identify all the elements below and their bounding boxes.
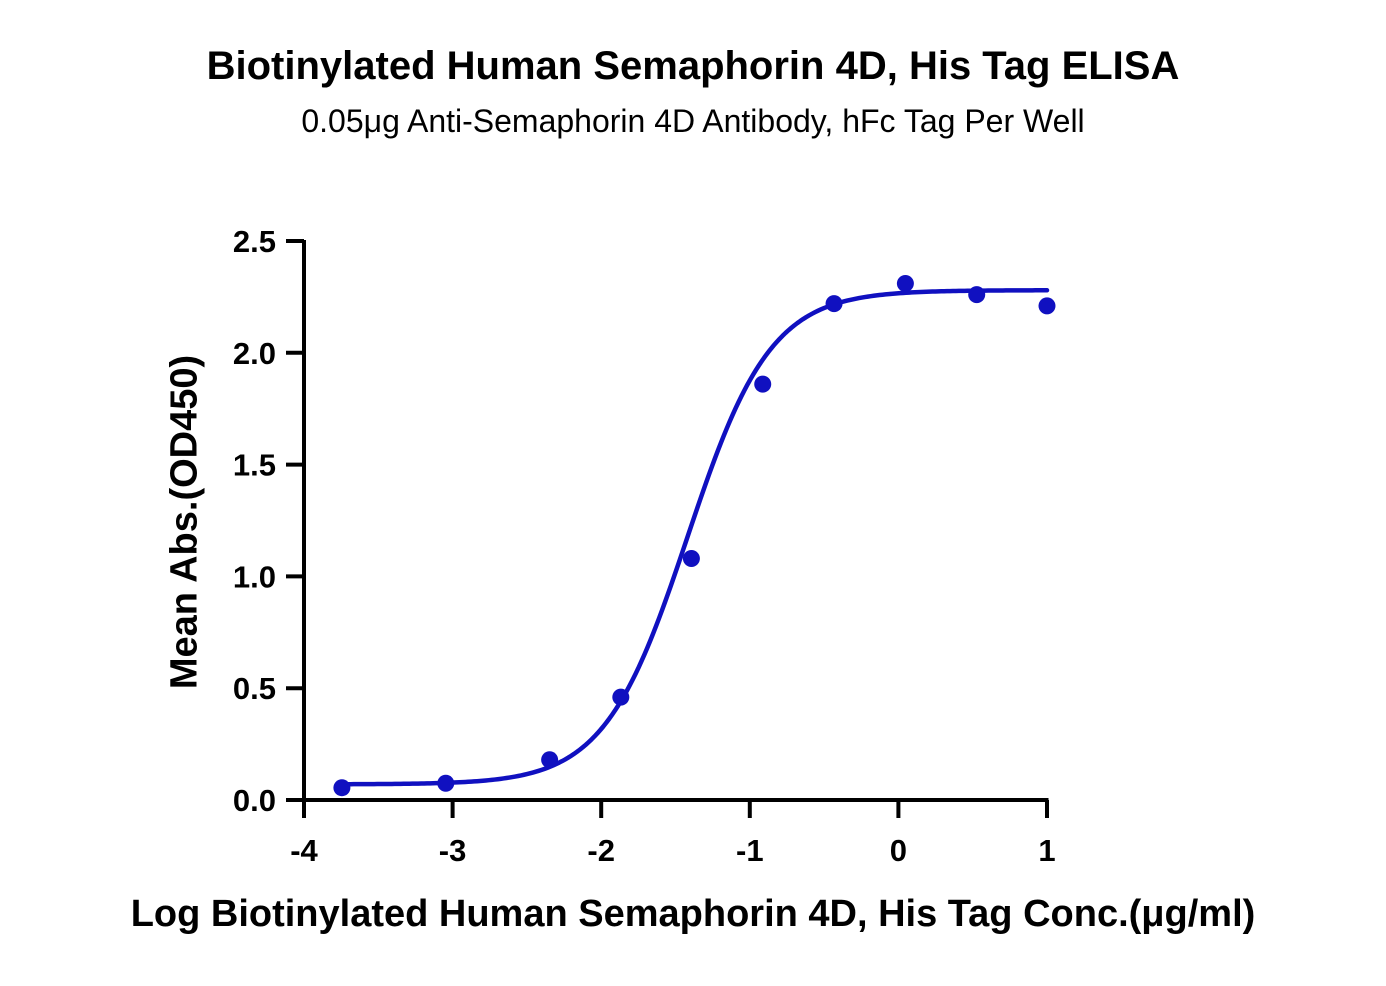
data-point (754, 375, 772, 393)
chart-subtitle: 0.05μg Anti-Semaphorin 4D Antibody, hFc … (301, 103, 1085, 139)
x-axis-label: Log Biotinylated Human Semaphorin 4D, Hi… (130, 893, 1256, 935)
x-tick-label: -3 (439, 833, 467, 868)
data-point (968, 286, 986, 304)
x-tick-label: -1 (736, 833, 764, 868)
axes (302, 240, 1049, 802)
data-point (682, 550, 700, 568)
chart-title: Biotinylated Human Semaphorin 4D, His Ta… (206, 44, 1180, 88)
data-point (1038, 297, 1056, 315)
y-tick-label: 2.0 (233, 336, 276, 371)
data-point (825, 295, 843, 313)
y-tick-label: 0.0 (233, 783, 276, 818)
data-point (437, 774, 455, 792)
y-tick-label: 1.5 (233, 448, 276, 483)
fit-curve-group (339, 288, 1050, 787)
ticks: 0.0 0.5 1.0 1.5 2.0 2.5 -4 -3 -2 -1 0 1 (233, 224, 1056, 868)
data-point (333, 779, 351, 797)
x-tick-label: 0 (890, 833, 907, 868)
data-points (333, 274, 1056, 797)
x-tick-label: -4 (290, 833, 318, 868)
data-point (612, 688, 630, 706)
fit-curve (339, 288, 1050, 787)
data-point (896, 274, 914, 292)
y-axis-label: Mean Abs.(OD450) (163, 354, 206, 690)
x-tick-label: 1 (1038, 833, 1055, 868)
y-tick-label: 1.0 (233, 559, 276, 594)
data-point (541, 751, 559, 769)
y-tick-label: 2.5 (233, 224, 276, 259)
x-tick-label: -2 (587, 833, 615, 868)
y-tick-label: 0.5 (233, 671, 276, 706)
